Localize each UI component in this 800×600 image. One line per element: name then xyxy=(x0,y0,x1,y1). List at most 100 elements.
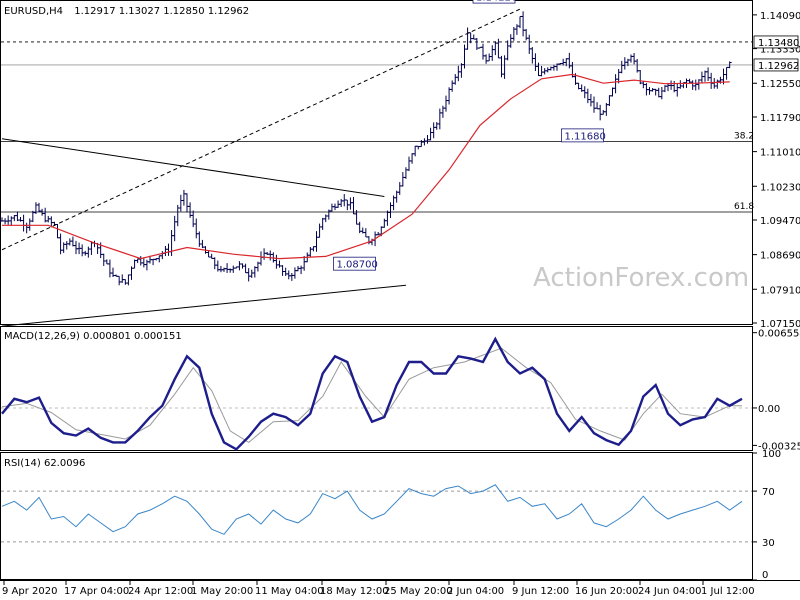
ohlc-bar xyxy=(259,251,263,266)
rsi-panel: 100 70 30 0 xyxy=(1,449,781,581)
ohlc-bar xyxy=(613,74,618,94)
ohlc-bar xyxy=(144,259,149,271)
ohlc-bar xyxy=(107,259,112,278)
ohlc-bar xyxy=(632,52,637,65)
rsi-tick-label: 100 xyxy=(762,449,781,460)
ohlc-bar xyxy=(607,95,612,106)
ohlc-bar xyxy=(120,274,125,283)
dashed-trend-line xyxy=(1,8,521,251)
ohlc-bar xyxy=(178,194,183,212)
rsi-title: RSI(14) 62.0096 xyxy=(4,458,85,469)
rsi-tick-label: 0 xyxy=(762,570,768,581)
ohlc-bar xyxy=(659,86,664,100)
rsi-line xyxy=(1,484,743,535)
ohlc-bar xyxy=(521,11,526,37)
ohlc-bar xyxy=(197,231,202,247)
time-tick-label: 18 May 12:00 xyxy=(320,586,389,597)
ohlc-bar xyxy=(382,218,387,228)
price-tag-box xyxy=(753,58,799,72)
price-tag-box xyxy=(753,35,799,49)
ohlc-bar xyxy=(283,267,288,276)
macd-line xyxy=(1,336,743,451)
panel-frames xyxy=(0,0,800,581)
ohlc-bar xyxy=(419,139,424,148)
ohlc-bar xyxy=(27,218,32,231)
ohlc-bar xyxy=(172,215,177,242)
ohlc-bar xyxy=(225,263,230,273)
ohlc-bar xyxy=(706,67,711,82)
ohlc-bar xyxy=(508,34,513,48)
ohlc-bar xyxy=(101,253,106,266)
time-tick-label: 24 Jun 04:00 xyxy=(638,586,702,597)
ohlc-bar xyxy=(289,273,294,281)
ohlc-bar xyxy=(302,255,307,271)
ohlc-bar xyxy=(166,243,171,256)
ohlc-bar xyxy=(339,198,344,207)
ohlc-bar xyxy=(629,54,633,63)
chart-header: EURUSD,H4 1.12917 1.13027 1.12850 1.1296… xyxy=(4,6,249,17)
ohlc-bar xyxy=(268,250,273,261)
ohlc-bar xyxy=(444,95,448,112)
ohlc-bar xyxy=(690,80,695,90)
ohlc-bar xyxy=(185,193,189,213)
ohlc-bar xyxy=(317,223,322,238)
ohlc-bar xyxy=(465,27,470,50)
ohlc-bar xyxy=(231,265,236,273)
ohlc-bar xyxy=(209,253,214,259)
ohlc-bar xyxy=(453,74,458,85)
price-tick-label: 1.13330 xyxy=(760,45,800,56)
ohlc-bar xyxy=(117,275,122,286)
price-tag-label: 1.12962 xyxy=(758,61,799,72)
ohlc-bar xyxy=(286,270,291,280)
ohlc-bar xyxy=(400,172,405,187)
price-tick-label: 1.11790 xyxy=(760,113,800,124)
price-panel-frame xyxy=(0,0,753,325)
ohlc-bar xyxy=(194,218,199,239)
ohlc-bar xyxy=(329,203,334,212)
watermark-text: ActionForex.com xyxy=(533,263,749,293)
ohlc-bar xyxy=(551,64,556,71)
fib-label: 61.8 xyxy=(734,202,754,212)
rsi-tick-label: 30 xyxy=(762,538,775,549)
price-bars xyxy=(0,11,732,286)
time-tick-label: 2 Jun 04:00 xyxy=(447,586,504,597)
ohlc-bar xyxy=(348,197,353,210)
ohlc-bar xyxy=(246,268,251,282)
price-tag-label: 1.13480 xyxy=(758,38,799,49)
ohlc-bar xyxy=(678,80,683,89)
price-tick-label: 1.11010 xyxy=(760,148,800,159)
symbol-label: EURUSD,H4 xyxy=(4,6,63,17)
price-annotation-label: 1.11680 xyxy=(565,131,606,142)
ohlc-bar xyxy=(55,223,60,239)
ohlc-bar xyxy=(619,60,624,74)
ohlc-bar xyxy=(675,83,680,97)
moving-average-line xyxy=(2,73,730,260)
time-tick-label: 11 May 04:00 xyxy=(255,586,324,597)
ohlc-bar xyxy=(157,255,162,263)
ohlc-label: 1.12917 1.13027 1.12850 1.12962 xyxy=(74,6,249,17)
fib-label: 38.2 xyxy=(734,131,754,141)
price-annotation-label: 1.14220 xyxy=(476,0,517,4)
ohlc-bar xyxy=(123,279,128,285)
macd-panel: 0.006554 0.00 -0.003259 xyxy=(1,329,800,452)
macd-tick-label: 0.006554 xyxy=(758,329,800,340)
ohlc-bar xyxy=(67,238,72,246)
price-annotation-label: 1.08700 xyxy=(337,260,378,271)
ohlc-bar xyxy=(363,228,368,238)
ohlc-bar xyxy=(533,53,538,72)
ohlc-bar xyxy=(280,265,285,276)
ohlc-bar xyxy=(490,45,495,61)
ohlc-bar xyxy=(699,71,704,83)
ohlc-bar xyxy=(403,167,408,179)
price-overlay: 1.14220 1.11680 1.08700 xyxy=(1,0,606,327)
ohlc-bar xyxy=(693,79,698,91)
macd-tick-label: 0.00 xyxy=(758,404,780,415)
ohlc-bar xyxy=(518,15,522,29)
ohlc-bar xyxy=(410,153,415,164)
ohlc-bar xyxy=(376,231,381,236)
time-tick-label: 9 Jun 12:00 xyxy=(512,586,569,597)
ohlc-bar xyxy=(425,134,430,144)
ohlc-bar xyxy=(440,105,445,118)
ohlc-bar xyxy=(431,122,436,139)
